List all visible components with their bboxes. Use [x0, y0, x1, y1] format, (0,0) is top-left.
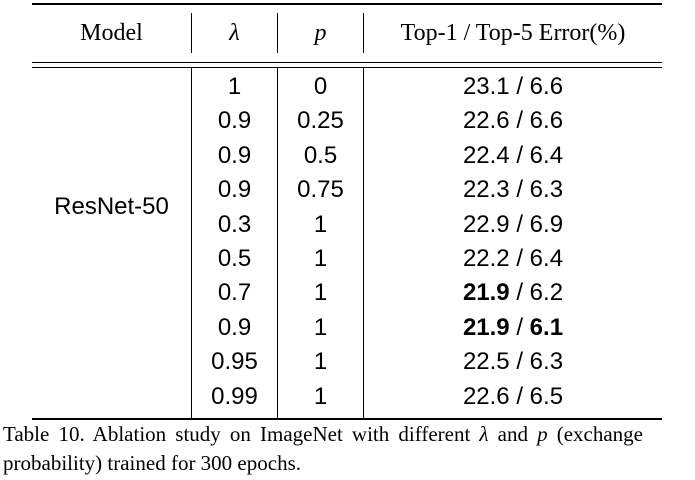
top1-error: 23.1	[462, 73, 510, 100]
error-separator: /	[509, 73, 530, 100]
error-separator: /	[509, 279, 530, 307]
table-row: 0.99 1 22.6 / 6.5	[4, 382, 691, 416]
caption-middle: and	[488, 422, 538, 446]
top5-error: 6.6	[529, 107, 564, 135]
top1-error: 22.3	[462, 176, 510, 204]
cell-lambda: 0.9	[217, 313, 252, 341]
header-p: p	[314, 20, 327, 46]
cell-error: 21.9 / 6.1	[364, 313, 662, 343]
cell-lambda: 0.7	[217, 279, 252, 307]
top5-error: 6.4	[529, 245, 564, 272]
column-divider	[363, 68, 364, 418]
error-separator: /	[509, 382, 530, 410]
top5-error: 6.2	[529, 279, 564, 307]
table-row: 0.7 1 21.9 / 6.2	[4, 278, 691, 312]
header-model: Model	[80, 20, 143, 46]
cell-error: 22.6 / 6.5	[364, 382, 662, 412]
error-separator: /	[509, 245, 530, 272]
column-divider	[277, 13, 278, 53]
column-divider	[191, 13, 192, 53]
cell-p: 1	[313, 382, 328, 410]
cell-p: 0	[313, 73, 328, 100]
top1-error: 22.6	[462, 382, 510, 410]
cell-error: 22.6 / 6.6	[364, 106, 662, 136]
cell-lambda: 0.99	[211, 382, 258, 410]
table-row: 1 0 23.1 / 6.6	[4, 72, 691, 106]
cell-error: 21.9 / 6.2	[364, 278, 662, 308]
error-separator: /	[509, 313, 530, 341]
cell-lambda: 0.5	[217, 245, 252, 272]
cell-error: 22.9 / 6.9	[364, 210, 662, 240]
error-separator: /	[509, 176, 530, 204]
table-top-rule	[32, 3, 662, 5]
top5-error: 6.4	[529, 141, 564, 169]
column-divider	[191, 68, 192, 418]
cell-p: 1	[313, 210, 328, 238]
top5-error: 6.6	[529, 73, 564, 100]
cell-p: 1	[313, 245, 328, 272]
top5-error: 6.5	[529, 382, 564, 410]
table-row: 0.5 1 22.2 / 6.4	[4, 244, 691, 278]
header-double-rule-lower	[32, 67, 662, 68]
top1-error: 22.6	[462, 107, 510, 135]
error-separator: /	[509, 141, 530, 169]
top5-error: 6.3	[529, 348, 564, 376]
caption-suffix: (exchange probability) trained for 300 e…	[3, 422, 643, 475]
top5-error: 6.1	[529, 313, 564, 341]
caption-p: p	[537, 422, 548, 446]
top1-error: 22.5	[462, 348, 510, 376]
header-lambda: λ	[229, 20, 240, 46]
top5-error: 6.9	[529, 210, 564, 238]
table-row: 0.9 1 21.9 / 6.1	[4, 313, 691, 347]
table-row: 0.95 1 22.5 / 6.3	[4, 347, 691, 381]
cell-p: 0.25	[297, 107, 344, 135]
cell-p: 0.75	[297, 176, 344, 204]
error-separator: /	[509, 107, 530, 135]
cell-error: 23.1 / 6.6	[364, 72, 662, 102]
table-caption: Table 10. Ablation study on ImageNet wit…	[3, 420, 643, 478]
top5-error: 6.3	[529, 176, 564, 204]
column-divider	[363, 13, 364, 53]
error-separator: /	[509, 348, 530, 376]
cell-lambda: 0.3	[217, 210, 252, 238]
cell-error: 22.5 / 6.3	[364, 347, 662, 377]
table-bottom-rule	[32, 418, 662, 420]
cell-error: 22.2 / 6.4	[364, 244, 662, 274]
cell-p: 1	[313, 313, 328, 341]
cell-lambda: 1	[227, 73, 242, 100]
model-name: ResNet-50	[54, 193, 169, 220]
cell-error: 22.4 / 6.4	[364, 141, 662, 171]
header-error: Top-1 / Top-5 Error(%)	[400, 20, 626, 46]
top1-error: 22.4	[462, 141, 510, 169]
table-row: 0.3 1 22.9 / 6.9	[4, 210, 691, 244]
cell-lambda: 0.9	[217, 176, 252, 204]
table-row: 0.9 0.75 22.3 / 6.3	[4, 175, 691, 209]
cell-lambda: 0.95	[211, 348, 258, 376]
cell-lambda: 0.9	[217, 107, 252, 135]
top1-error: 21.9	[462, 279, 510, 307]
top1-error: 22.9	[462, 210, 510, 238]
header-double-rule-upper	[32, 62, 662, 63]
error-separator: /	[509, 210, 530, 238]
top1-error: 21.9	[462, 313, 510, 341]
cell-p: 0.5	[303, 141, 338, 169]
caption-prefix: Table 10. Ablation study on ImageNet wit…	[3, 422, 480, 446]
cell-lambda: 0.9	[217, 141, 252, 169]
cell-error: 22.3 / 6.3	[364, 175, 662, 205]
cell-p: 1	[313, 279, 328, 307]
table-row: 0.9 0.5 22.4 / 6.4	[4, 141, 691, 175]
top1-error: 22.2	[462, 245, 510, 272]
cell-p: 1	[313, 348, 328, 376]
column-divider	[277, 68, 278, 418]
table-row: 0.9 0.25 22.6 / 6.6	[4, 106, 691, 140]
caption-lambda: λ	[479, 422, 489, 446]
